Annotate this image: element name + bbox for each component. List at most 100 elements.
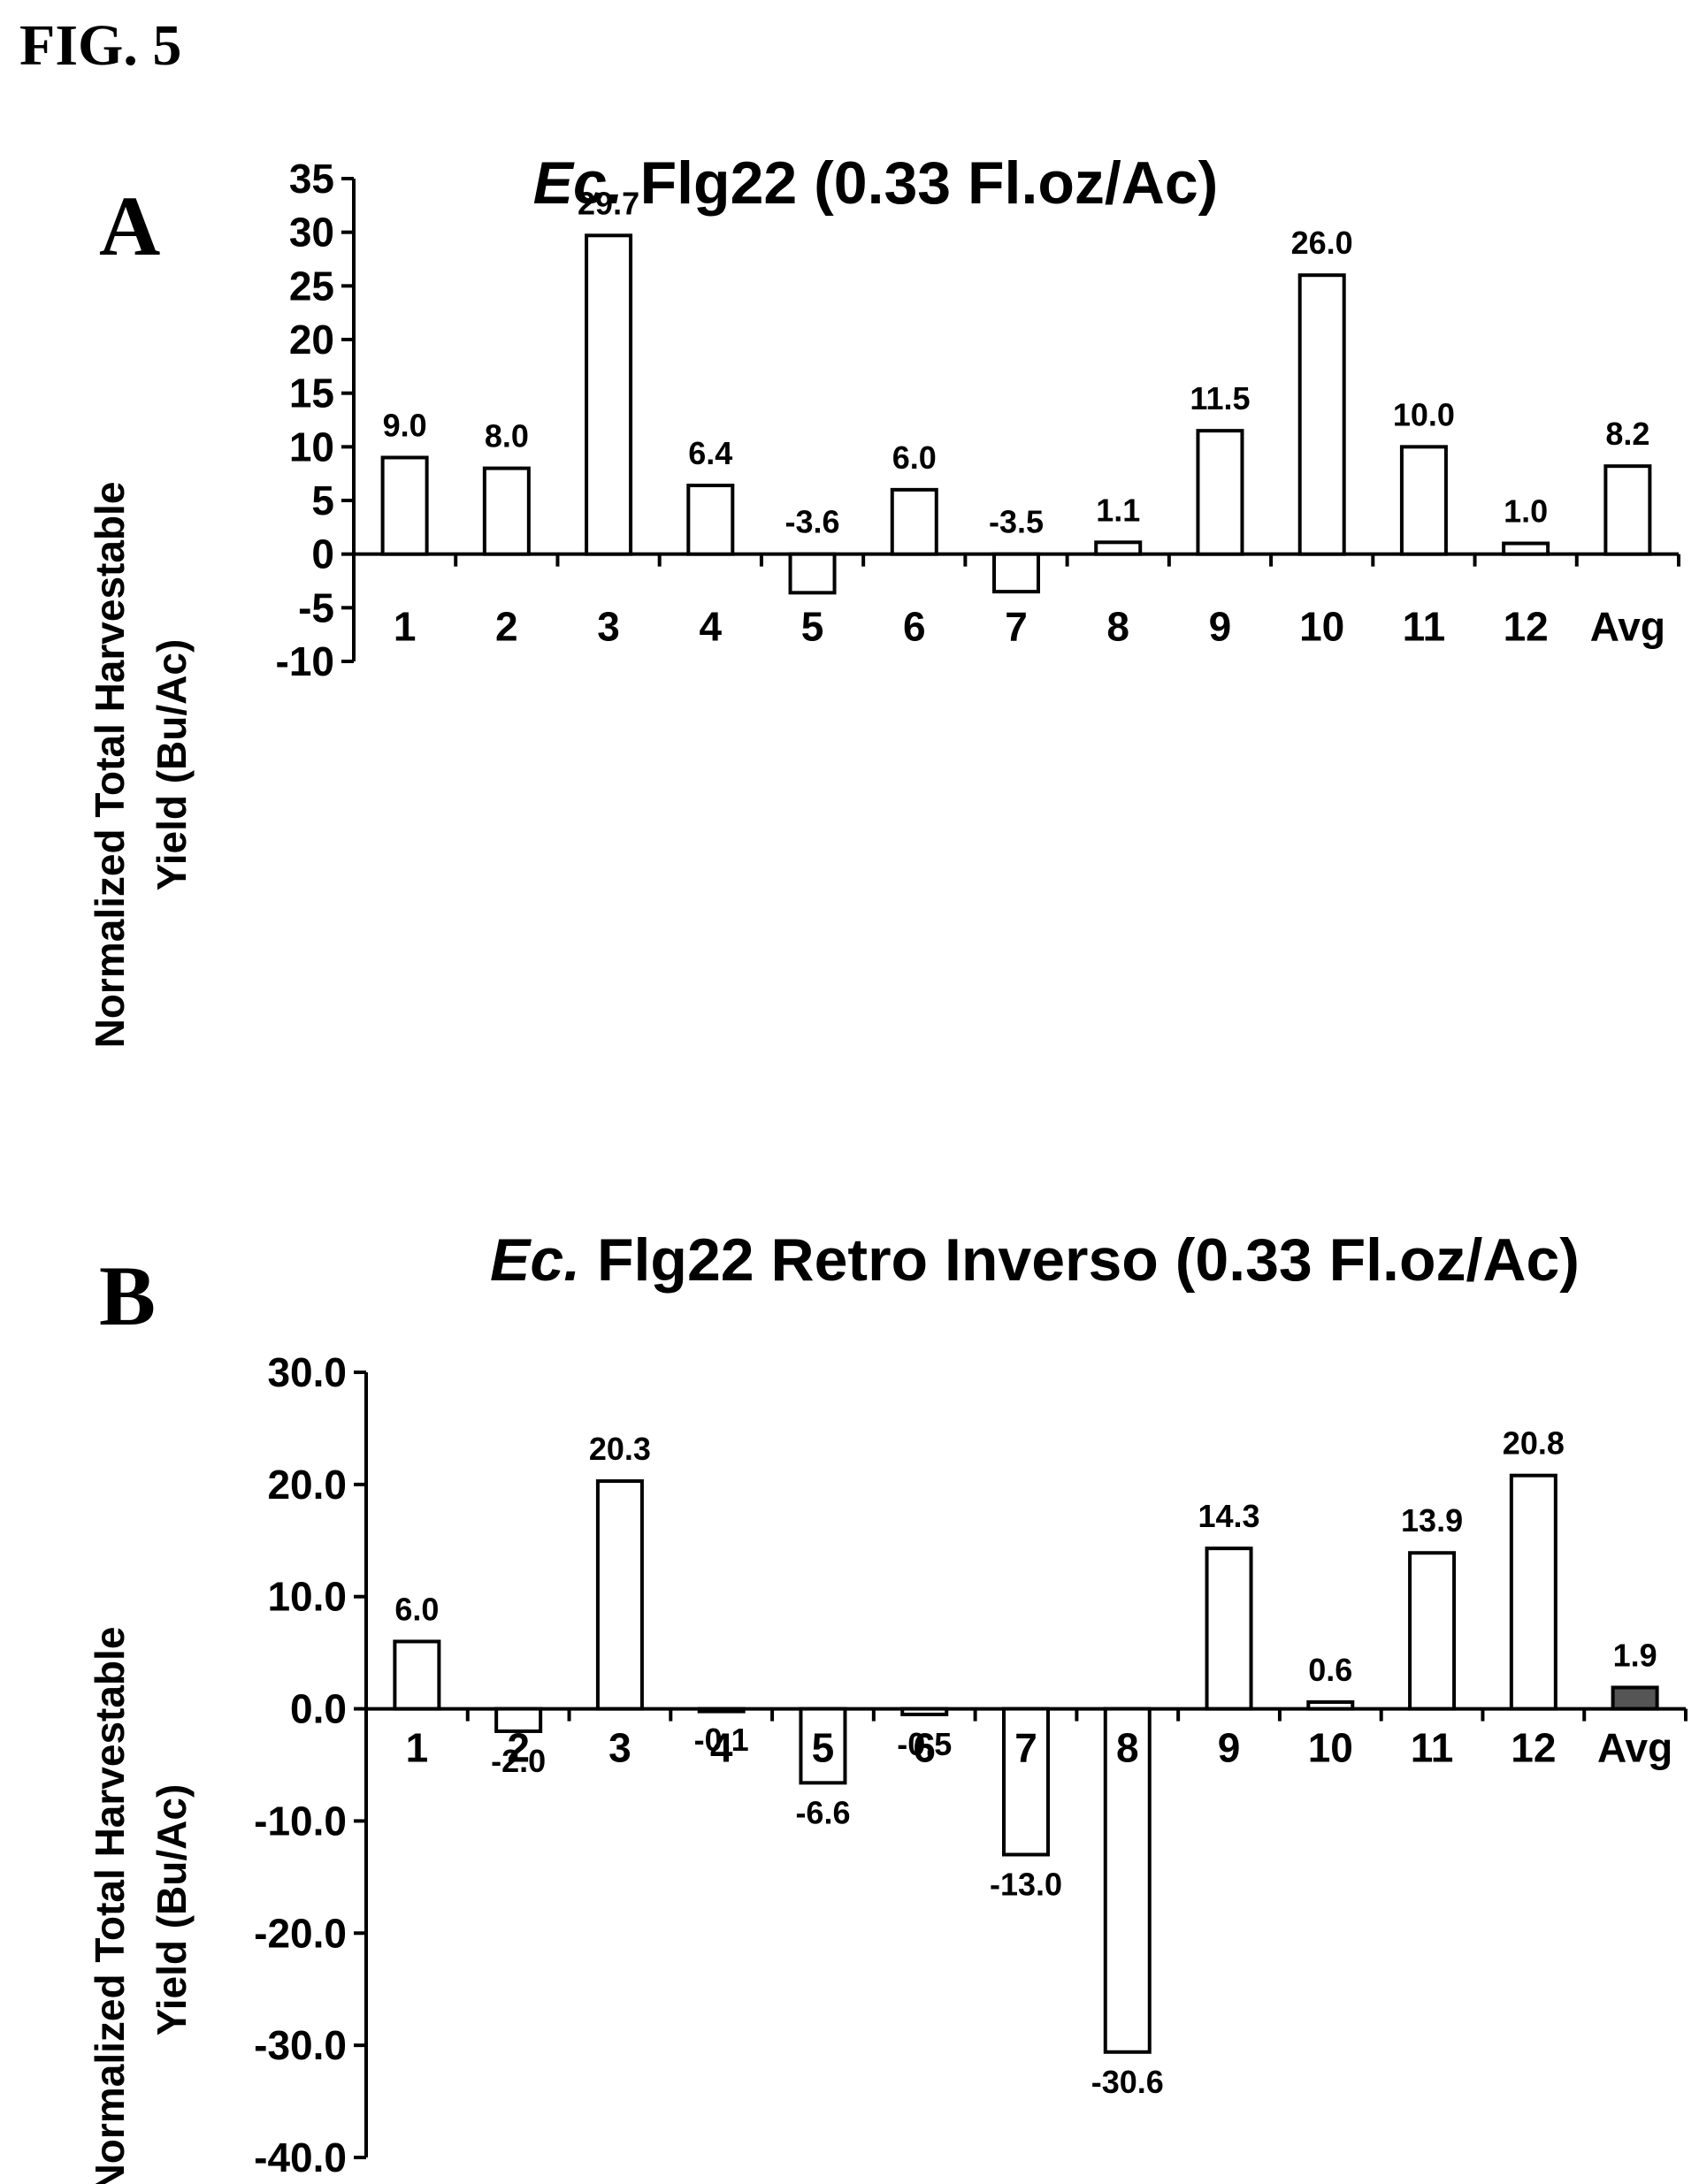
chart-a-category-label: 11	[1403, 604, 1446, 650]
chart-a-y-tick-label: 0	[311, 531, 334, 577]
chart-b-data-label: -0.5	[897, 1726, 952, 1762]
chart-b-data-label: -0.1	[694, 1722, 749, 1758]
chart-a-y-tick-label: -5	[298, 584, 334, 630]
chart-b-data-label: -30.6	[1091, 2064, 1164, 2100]
chart-b-bar	[1306, 1699, 1355, 1711]
chart-a-data-label: -3.5	[989, 504, 1044, 540]
chart-a-category-label: 3	[597, 604, 620, 650]
chart-a-category-label: 9	[1209, 604, 1232, 650]
chart-a-category-label: 1	[394, 604, 417, 650]
chart-b-data-label: 0.6	[1308, 1652, 1352, 1688]
chart-b-ylabel-line1: Normalized Total Harvestable	[87, 1627, 133, 2184]
chart-b-data-label: 20.8	[1503, 1425, 1565, 1462]
chart-a-data-label: 11.5	[1190, 380, 1250, 416]
chart-a-category-label: 8	[1106, 604, 1129, 650]
chart-b-data-label: -2.0	[491, 1743, 546, 1779]
chart-b-bar	[1205, 1546, 1253, 1711]
chart-b-category-label: 10	[1308, 1725, 1353, 1771]
panel-letter-b: B	[99, 1249, 157, 1343]
figure-label: FIG. 5	[19, 13, 182, 78]
chart-b-category-label: 11	[1411, 1725, 1454, 1771]
chart-b-y-tick-label: 30.0	[267, 1349, 347, 1395]
chart-b-title: Ec. Flg22 Retro Inverso (0.33 Fl.oz/Ac)	[490, 1226, 1580, 1294]
chart-b-data-label: 6.0	[394, 1591, 439, 1627]
chart-b-category-label: 9	[1218, 1725, 1241, 1771]
panel-letter-a: A	[99, 179, 161, 273]
chart-a-data-label: 29.7	[578, 185, 639, 221]
chart-b-category-label: 2	[507, 1725, 530, 1771]
chart-a-category-label: 2	[495, 604, 518, 650]
chart-b-category-label: 6	[913, 1725, 936, 1771]
chart-a-y-tick-label: 20	[289, 317, 334, 363]
chart-a-data-label: 1.0	[1504, 493, 1548, 530]
chart-b-bar	[1408, 1551, 1457, 1711]
chart-a-data-label: 10.0	[1393, 396, 1455, 432]
chart-a-y-tick-label: 30	[289, 210, 334, 256]
chart-b-data-label: 13.9	[1401, 1502, 1463, 1539]
chart-a: Ec. Flg22 (0.33 Fl.oz/Ac) Normalized Tot…	[87, 149, 1680, 1049]
chart-a-bar	[1399, 445, 1448, 556]
chart-a-category-label: 7	[1005, 604, 1028, 650]
chart-a-bar	[1196, 429, 1244, 556]
chart-b-data-label: 20.3	[589, 1431, 651, 1467]
chart-b-category-label: Avg	[1597, 1725, 1672, 1771]
chart-b-category-label: 1	[406, 1725, 429, 1771]
chart-b-bar	[799, 1707, 847, 1785]
chart-a-title-italic: Ec.	[533, 149, 624, 217]
chart-b-title-rest: Flg22 Retro Inverso (0.33 Fl.oz/Ac)	[580, 1226, 1580, 1294]
chart-a-y-tick-label: -10	[276, 638, 334, 684]
chart-b-bar	[393, 1639, 441, 1711]
chart-a-bar	[686, 484, 735, 556]
chart-a-category-label: 4	[700, 604, 723, 650]
chart-b-data-label: 14.3	[1198, 1498, 1259, 1534]
chart-a-bar	[1603, 464, 1652, 556]
chart-b-category-label: 12	[1511, 1725, 1556, 1771]
chart-b-category-label: 4	[710, 1725, 733, 1771]
chart-a-data-label: 8.0	[485, 418, 529, 454]
chart-a-data-label: -3.6	[785, 504, 840, 540]
chart-b-y-tick-label: 10.0	[267, 1574, 347, 1620]
chart-a-bar	[380, 455, 429, 556]
chart-b-y-tick-label: 0.0	[290, 1686, 347, 1732]
chart-b-y-tick-label: -20.0	[254, 1910, 347, 1956]
chart-a-y-tick-label: 10	[289, 424, 334, 470]
chart-b-bar	[697, 1707, 746, 1714]
chart-a-y-tick-label: 35	[289, 156, 334, 202]
chart-b-category-label: 8	[1116, 1725, 1139, 1771]
chart-b-bar	[1002, 1707, 1050, 1857]
chart-a-y-tick-label: 15	[289, 370, 334, 416]
chart-a-ylabel-line1: Normalized Total Harvestable	[87, 482, 133, 1049]
chart-b-bar	[1103, 1707, 1152, 2054]
chart-b-category-label: 3	[608, 1725, 631, 1771]
chart-b-bar	[494, 1707, 543, 1733]
chart-b-data-label: -6.6	[795, 1794, 850, 1830]
chart-b-bar	[1509, 1473, 1557, 1711]
chart-b-title-italic: Ec.	[490, 1226, 580, 1294]
chart-a-bar	[1094, 540, 1143, 556]
chart-b-y-tick-label: -30.0	[254, 2022, 347, 2068]
chart-a-bar	[1297, 273, 1346, 556]
chart-b-ylabel-line2: Yield (Bu/Ac)	[149, 1784, 195, 2036]
chart-a-category-label: 12	[1504, 604, 1549, 650]
chart-a-ylabel-line2: Yield (Bu/Ac)	[149, 639, 195, 891]
chart-a-category-label: 6	[903, 604, 926, 650]
chart-a-bar	[788, 552, 837, 595]
chart-a-data-label: 6.0	[892, 439, 937, 476]
chart-a-data-label: 8.2	[1605, 416, 1649, 452]
chart-a-category-label: 10	[1299, 604, 1344, 650]
chart-a-data-label: 9.0	[383, 407, 427, 443]
chart-b-category-label: 7	[1014, 1725, 1037, 1771]
chart-b-y-tick-label: 20.0	[267, 1462, 347, 1508]
chart-b-bar	[900, 1707, 949, 1716]
chart-a-bar	[992, 552, 1040, 594]
chart-a-title-rest: Flg22 (0.33 Fl.oz/Ac)	[624, 149, 1219, 217]
chart-a-bar	[585, 233, 633, 556]
chart-b-bar	[1611, 1685, 1659, 1711]
chart-a-bar	[1502, 541, 1550, 556]
chart-b-y-tick-label: -10.0	[254, 1798, 347, 1844]
chart-b-y-tick-label: -40.0	[254, 2134, 347, 2180]
chart-b-bar	[595, 1479, 644, 1711]
chart-a-y-tick-label: 25	[289, 263, 334, 309]
chart-a-category-label: 5	[801, 604, 824, 650]
chart-a-bar	[482, 466, 531, 556]
